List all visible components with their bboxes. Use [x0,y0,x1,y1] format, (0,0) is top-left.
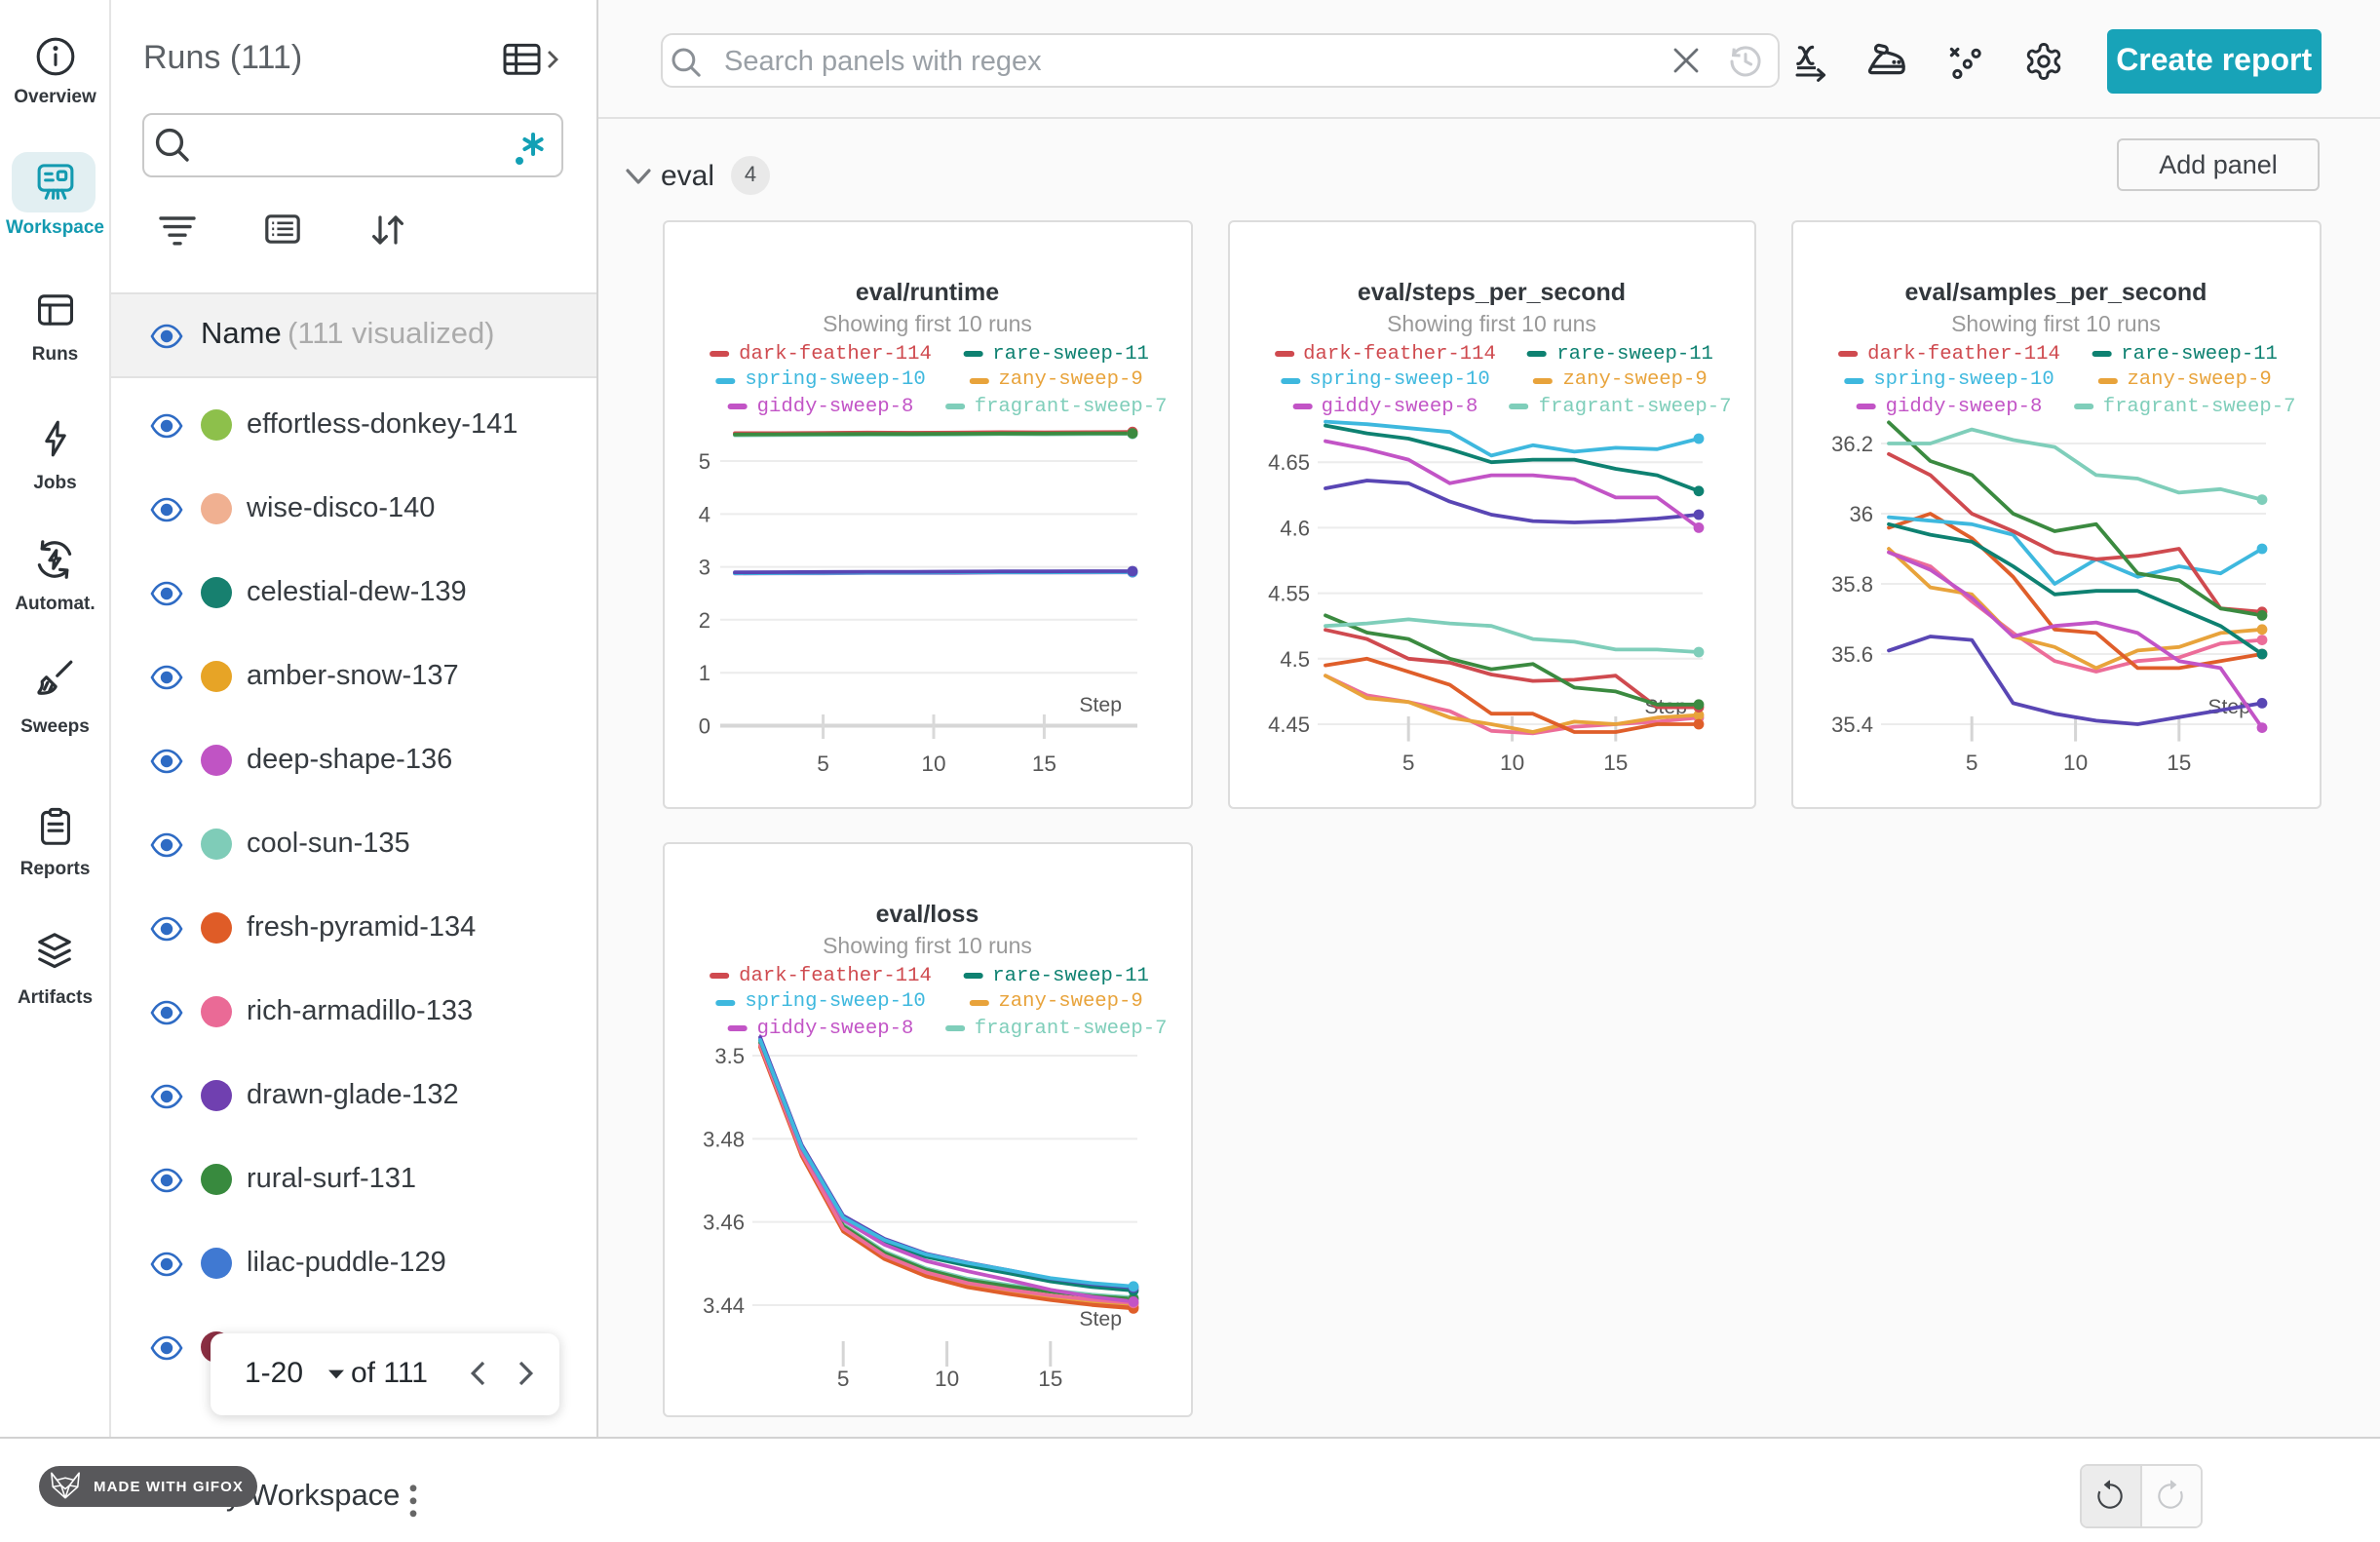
svg-text:Step: Step [1079,1307,1122,1330]
svg-text:3.46: 3.46 [703,1210,745,1234]
svg-text:10: 10 [921,751,945,775]
svg-text:4.45: 4.45 [1267,712,1309,736]
svg-text:4: 4 [699,501,710,525]
svg-text:2: 2 [699,607,710,632]
svg-text:3.5: 3.5 [714,1043,745,1067]
svg-text:35.4: 35.4 [1831,712,1873,736]
svg-text:15: 15 [1602,750,1627,774]
svg-text:5: 5 [837,1366,850,1390]
svg-text:Step: Step [1079,693,1122,715]
svg-text:35.8: 35.8 [1831,571,1873,596]
svg-text:15: 15 [1038,1366,1062,1390]
svg-text:5: 5 [699,448,710,473]
svg-text:15: 15 [1032,751,1056,775]
svg-text:10: 10 [935,1366,959,1390]
svg-text:4.65: 4.65 [1267,449,1309,474]
svg-text:3.48: 3.48 [703,1126,745,1150]
svg-text:36.2: 36.2 [1831,431,1873,455]
svg-text:5: 5 [817,751,829,775]
svg-text:35.6: 35.6 [1831,641,1873,666]
svg-text:5: 5 [1401,750,1414,774]
svg-text:4.55: 4.55 [1267,581,1309,605]
svg-text:3: 3 [699,555,710,579]
svg-text:0: 0 [699,713,710,738]
svg-text:1: 1 [699,660,710,684]
svg-text:3.44: 3.44 [703,1292,745,1317]
svg-text:10: 10 [1499,750,1523,774]
svg-text:4.6: 4.6 [1279,515,1309,539]
svg-text:10: 10 [2063,750,2088,774]
svg-text:36: 36 [1850,501,1873,525]
svg-text:4.5: 4.5 [1279,646,1309,671]
svg-text:5: 5 [1966,750,1978,774]
svg-text:15: 15 [2167,750,2191,774]
